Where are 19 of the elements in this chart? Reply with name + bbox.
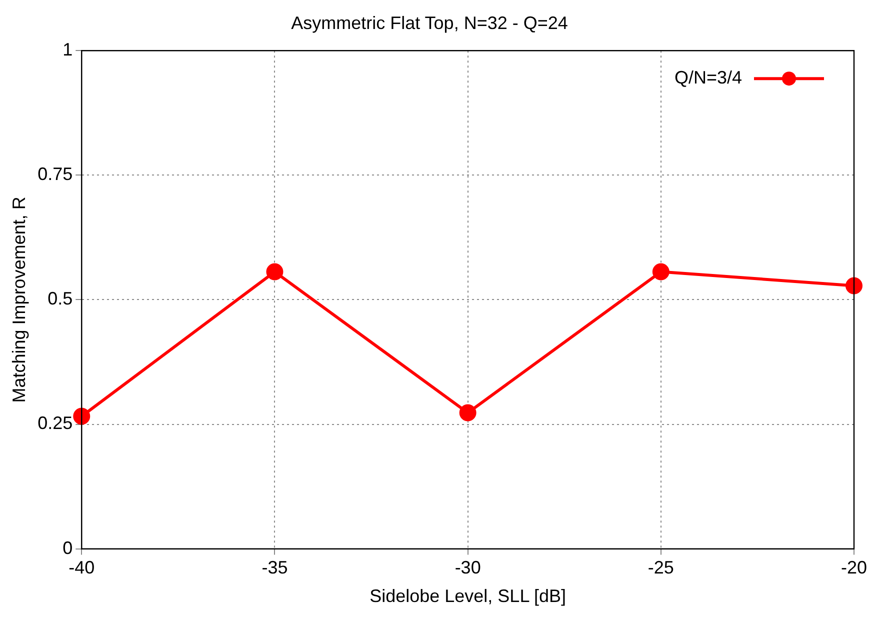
y-tick-label: 0 [62, 538, 73, 558]
x-tick-label: -40 [68, 558, 95, 578]
x-axis-title: Sidelobe Level, SLL [dB] [370, 586, 566, 606]
y-axis-title: Matching Improvement, R [8, 196, 29, 403]
legend-label: Q/N=3/4 [674, 68, 742, 88]
y-tick-label: 0.5 [48, 288, 73, 309]
y-tick-label: 0.25 [38, 413, 73, 434]
point [652, 263, 670, 280]
point [459, 404, 476, 422]
point [266, 263, 284, 280]
chart-title: Asymmetric Flat Top, N=32 - Q=24 [291, 12, 568, 33]
x-tick-label: -35 [262, 558, 288, 578]
y-tick-label: 0.75 [38, 164, 73, 184]
x-tick-label: -25 [648, 558, 674, 578]
point [846, 277, 862, 294]
point [73, 408, 90, 425]
x-tick-label: -30 [454, 558, 481, 578]
y-tick-label: 1 [62, 40, 73, 60]
x-tick-label: -20 [840, 558, 868, 578]
